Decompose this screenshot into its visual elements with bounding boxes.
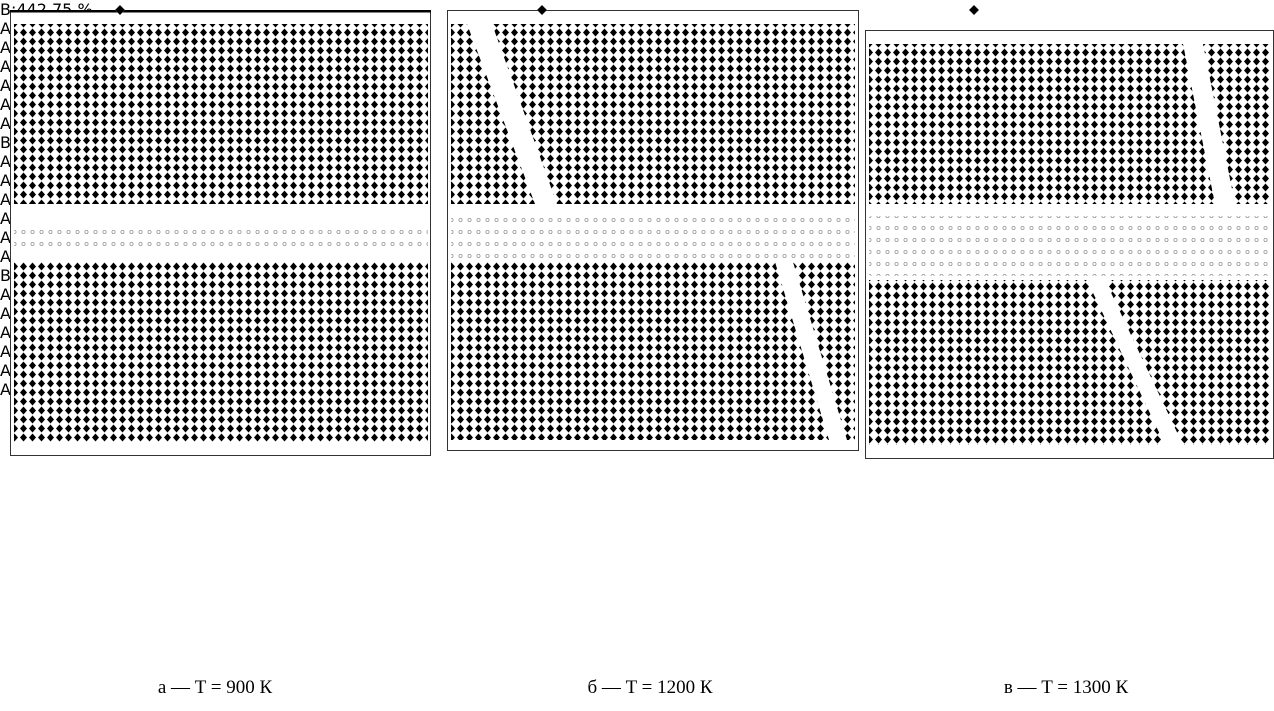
caption: в — T = 1300 К <box>1004 677 1128 699</box>
legend-symbol <box>536 4 548 16</box>
legend-symbol <box>114 4 126 16</box>
panel-image <box>447 10 859 451</box>
figure: (() => { const data = JSON.parse(documen… <box>0 0 1274 711</box>
panel-image <box>865 30 1274 459</box>
caption: а — T = 900 К <box>158 677 272 699</box>
page: {"panels": [ {"rows": [["B:", "44", "2,7… <box>0 0 1274 711</box>
panel-image <box>10 10 431 456</box>
caption: б — T = 1200 К <box>587 677 712 699</box>
legend-symbol <box>968 4 980 16</box>
